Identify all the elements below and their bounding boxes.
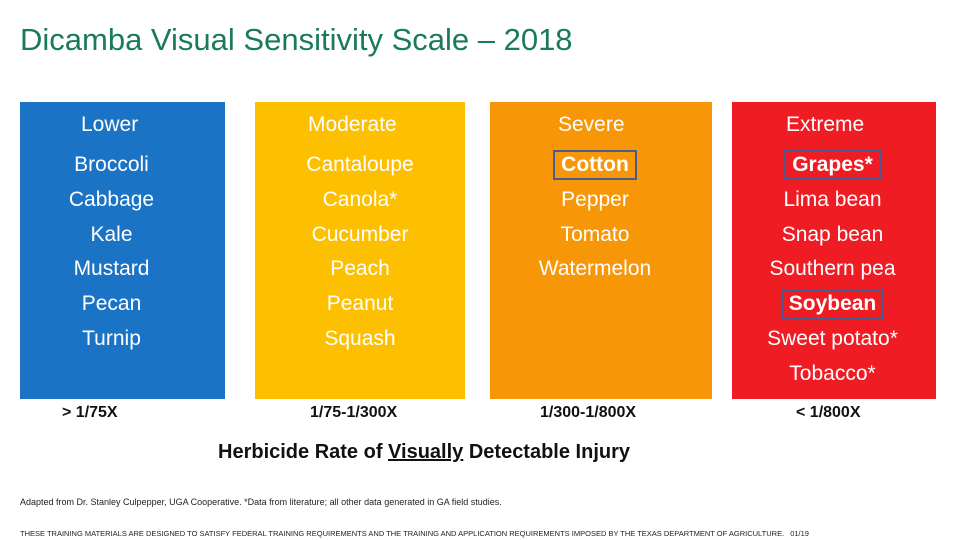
crop-item: Squash [324,326,396,350]
crop-list-moderate: Cantaloupe Canola* Cucumber Peach Peanut… [255,148,465,357]
crop-list-severe: Cotton Pepper Tomato Watermelon [478,148,712,287]
crop-item: Broccoli [74,153,149,176]
crop-item: Soybean [729,287,936,322]
crop-item: Tomato [560,222,630,246]
crop-list-lower: Broccoli Cabbage Kale Mustard Pecan Turn… [0,148,225,357]
highlighted-crop: Soybean [780,289,885,320]
crop-item: Sweet potato* [767,326,898,350]
page-number: 01/19 [790,529,809,538]
source-note: Adapted from Dr. Stanley Culpepper, UGA … [20,497,502,507]
column-header-extreme: Extreme [786,113,865,136]
crop-item: Cantaloupe [306,153,414,176]
crop-item: Cabbage [68,187,155,211]
crop-item: Southern pea [769,257,896,281]
crop-item: Peach [330,257,390,281]
crop-item: Grapes* [729,148,936,183]
crop-item: Snap bean [781,222,884,246]
axis-caption: Herbicide Rate of Visually Detectable In… [218,441,630,464]
crop-item: Cucumber [311,222,409,246]
crop-list-extreme: Grapes* Lima bean Snap bean Southern pea… [729,148,936,392]
column-extreme: Extreme Grapes* Lima bean Snap bean Sout… [732,102,936,399]
column-lower: Lower Broccoli Cabbage Kale Mustard Peca… [20,102,225,399]
highlighted-crop: Grapes* [784,150,881,180]
crop-item: Cotton [478,148,712,183]
column-header-severe: Severe [558,113,625,136]
rate-label-extreme: < 1/800X [796,404,861,421]
crop-item: Tobacco* [789,361,876,385]
crop-item: Pecan [81,292,142,316]
crop-item: Watermelon [538,257,652,281]
caption-text: Detectable Injury [463,441,630,463]
crop-item: Turnip [82,326,141,350]
column-moderate: Moderate Cantaloupe Canola* Cucumber Pea… [255,102,465,399]
crop-item: Mustard [73,257,150,281]
caption-underlined-text: Visually [388,441,464,463]
column-header-moderate: Moderate [308,113,397,136]
footer-text: THESE TRAINING MATERIALS ARE DESIGNED TO… [20,529,785,538]
crop-item: Kale [90,222,133,246]
rate-label-severe: 1/300-1/800X [540,404,637,421]
column-severe: Severe Cotton Pepper Tomato Watermelon [490,102,712,399]
rate-label-lower: > 1/75X [62,404,118,421]
crop-item: Lima bean [783,187,882,211]
rate-label-moderate: 1/75-1/300X [310,404,398,421]
crop-item: Peanut [326,292,394,316]
caption-text: Herbicide Rate of [218,441,389,463]
footer: THESE TRAINING MATERIALS ARE DESIGNED TO… [20,529,809,538]
crop-item: Canola* [322,187,398,211]
crop-item: Pepper [561,187,629,211]
slide-title: Dicamba Visual Sensitivity Scale – 2018 [20,22,573,57]
column-header-lower: Lower [81,113,139,136]
highlighted-crop: Cotton [553,150,637,180]
